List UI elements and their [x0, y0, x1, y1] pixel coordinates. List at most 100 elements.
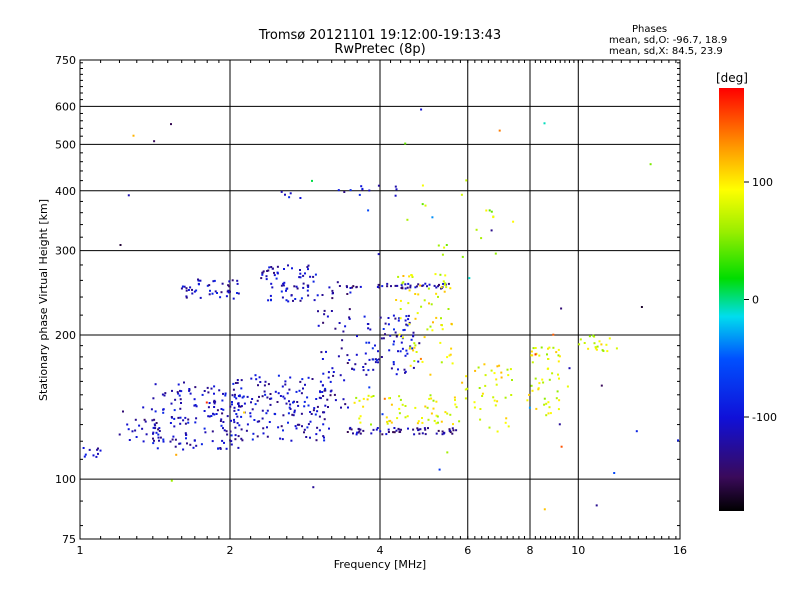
data-point [426, 285, 428, 288]
data-point [329, 394, 332, 397]
data-point [452, 429, 455, 432]
data-point [351, 367, 354, 370]
data-point [334, 327, 337, 330]
data-point [398, 407, 401, 410]
data-point [387, 323, 390, 326]
data-point [218, 389, 221, 392]
data-point [174, 398, 177, 401]
data-point [323, 439, 326, 442]
data-point [404, 142, 407, 145]
data-point [593, 342, 596, 345]
data-point [255, 378, 258, 381]
data-point [551, 372, 554, 375]
data-point [390, 285, 392, 288]
data-point [465, 375, 468, 378]
data-point [406, 415, 409, 418]
data-point [390, 403, 393, 406]
data-point [370, 423, 372, 426]
data-point [558, 377, 560, 380]
data-point [302, 274, 305, 277]
data-point [394, 317, 397, 320]
data-point [246, 423, 249, 426]
data-point [422, 284, 425, 287]
data-point [258, 376, 261, 379]
data-point [158, 427, 161, 430]
data-point [235, 397, 238, 400]
data-point [493, 399, 496, 402]
data-point [349, 291, 352, 294]
data-point [461, 255, 464, 258]
data-point [144, 420, 147, 423]
data-point [433, 419, 436, 422]
data-point [208, 402, 211, 404]
data-point [343, 379, 346, 382]
data-point [237, 395, 240, 397]
data-point [318, 429, 321, 432]
data-point [155, 422, 158, 424]
data-point [251, 408, 254, 411]
data-point [449, 287, 452, 290]
data-point [177, 392, 180, 395]
data-point [395, 188, 398, 191]
data-point [281, 438, 284, 441]
data-point [189, 392, 192, 395]
data-point [266, 435, 269, 438]
data-point [547, 358, 550, 360]
data-point [222, 392, 224, 395]
data-point [213, 413, 216, 416]
data-point [171, 438, 174, 441]
x-tick-label: 16 [673, 544, 687, 557]
data-point [331, 297, 334, 300]
data-point [384, 322, 387, 325]
data-point [233, 421, 236, 424]
data-point [400, 335, 403, 338]
data-point [277, 392, 280, 395]
data-point [281, 385, 284, 388]
data-point [306, 266, 309, 268]
data-point [295, 285, 298, 288]
data-point [387, 428, 390, 431]
data-point [406, 286, 409, 289]
data-point [439, 341, 442, 344]
y-tick-label: 100 [55, 473, 76, 486]
data-point [221, 399, 224, 402]
data-point [230, 443, 233, 446]
data-point [233, 418, 235, 421]
data-point [164, 392, 167, 395]
data-point [297, 404, 300, 407]
data-point [507, 425, 510, 428]
data-point [445, 286, 448, 289]
data-point [427, 287, 430, 290]
data-point [300, 297, 303, 300]
data-point [185, 287, 188, 290]
data-point [427, 418, 430, 421]
data-point [256, 420, 259, 423]
data-point [151, 419, 154, 422]
data-point [285, 287, 288, 290]
data-point [424, 433, 427, 436]
data-point [404, 319, 407, 322]
data-point [461, 381, 464, 384]
data-point [288, 196, 291, 199]
data-point [208, 284, 211, 287]
data-point [243, 402, 246, 405]
data-point [405, 349, 408, 352]
data-point [157, 436, 160, 439]
data-point [498, 364, 501, 367]
data-point [127, 194, 130, 197]
data-point [405, 315, 408, 318]
data-point [83, 455, 86, 458]
data-point [367, 369, 370, 372]
data-point [441, 253, 444, 256]
data-point [326, 315, 329, 318]
data-point [358, 193, 361, 196]
data-point [400, 283, 403, 286]
data-point [385, 416, 388, 419]
data-point [169, 440, 172, 443]
data-point [307, 294, 310, 297]
data-point [153, 140, 156, 143]
data-point [270, 266, 273, 268]
data-point [314, 273, 317, 276]
data-point [213, 402, 216, 405]
data-point [353, 401, 356, 404]
